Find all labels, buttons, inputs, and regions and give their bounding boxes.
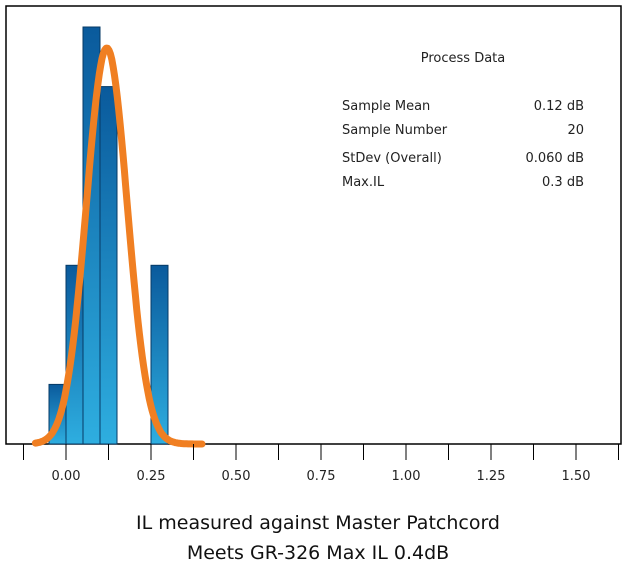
caption-line-1: IL measured against Master Patchcord	[136, 512, 500, 534]
x-tick-label: 1.25	[477, 469, 506, 484]
pd-value-stdev: 0.060 dB	[525, 151, 584, 166]
x-tick-label: 1.50	[562, 469, 591, 484]
pd-value-sample-mean: 0.12 dB	[534, 99, 584, 114]
histogram-bar	[99, 86, 118, 445]
plot-area-border	[5, 5, 622, 445]
normal-fit-curve	[31, 44, 206, 448]
pd-label-sample-number: Sample Number	[342, 123, 448, 138]
x-tick-label: 1.00	[392, 469, 421, 484]
caption-line-2: Meets GR-326 Max IL 0.4dB	[187, 542, 449, 564]
pd-label-sample-mean: Sample Mean	[342, 99, 430, 114]
pd-value-sample-number: 20	[567, 123, 584, 138]
x-tick-label: 0.50	[222, 469, 251, 484]
x-axis-ticks: 0.00 0.25 0.50 0.75 1.00 1.25 1.50	[23, 444, 619, 484]
pd-value-max-il: 0.3 dB	[542, 175, 584, 190]
x-tick-label: 0.00	[52, 469, 81, 484]
histogram-bar	[150, 264, 169, 445]
process-data-panel: Process Data Sample Mean 0.12 dB Sample …	[342, 51, 584, 190]
x-tick-label: 0.25	[137, 469, 166, 484]
x-tick-label: 0.75	[307, 469, 336, 484]
pd-label-max-il: Max.IL	[342, 175, 385, 190]
pd-label-stdev: StDev (Overall)	[342, 151, 442, 166]
process-data-title: Process Data	[421, 51, 506, 66]
